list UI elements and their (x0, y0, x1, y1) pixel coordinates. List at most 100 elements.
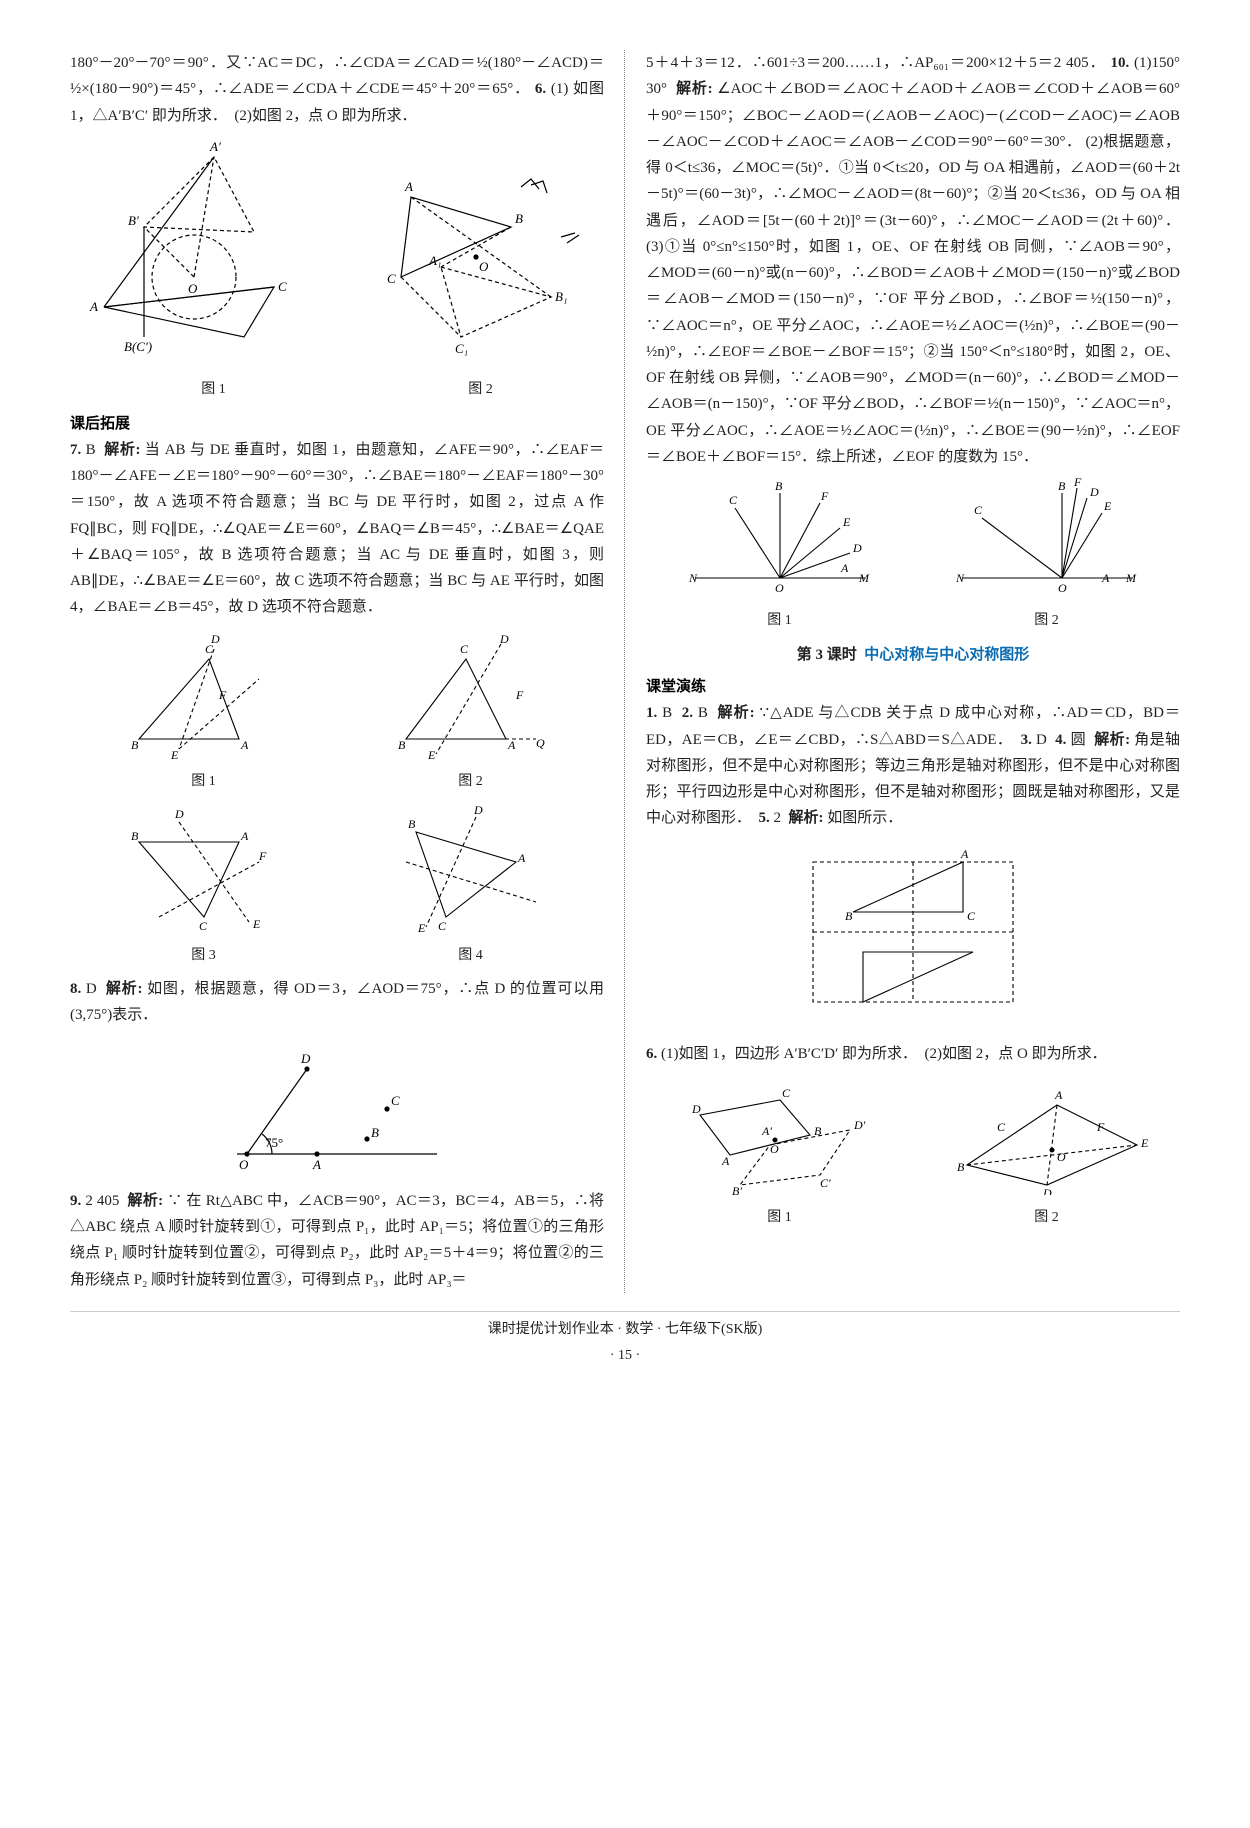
q6-fig2-svg: A C B A₁ B₁ C₁ O (371, 157, 591, 367)
q6b-text: (1)如图 1，四边形 A′B′C′D′ 即为所求． (2)如图 2，点 O 即… (661, 1046, 1107, 1062)
svg-text:A: A (240, 829, 249, 843)
q7-fig3: BA CD EF 图 3 (119, 802, 289, 968)
svg-text:D: D (1089, 485, 1099, 499)
svg-text:F: F (1073, 478, 1082, 489)
q8-answer: D (86, 981, 97, 997)
svg-text:A: A (1101, 571, 1110, 585)
svg-text:A: A (507, 738, 516, 752)
svg-text:M: M (1125, 571, 1137, 585)
svg-text:A: A (89, 299, 98, 314)
svg-text:C: C (460, 642, 469, 656)
column-separator (624, 50, 626, 1293)
svg-text:B: B (515, 211, 523, 226)
q9-answer: 2 405 (85, 1193, 119, 1209)
q7-answer: B (86, 442, 96, 458)
q7-label: 7. (70, 442, 81, 458)
q9-paragraph: 9. 2 405 解析: ∵ 在 Rt△ABC 中，∠ACB＝90°，AC＝3，… (70, 1188, 604, 1293)
q6-fig1-caption: 图 1 (84, 378, 344, 403)
svg-text:B: B (408, 817, 416, 831)
svg-text:E: E (170, 748, 179, 759)
q9-continuation: 5＋4＋3＝12．∴601÷3＝200……1，∴AP₆₀₁＝200×12＋5＝2… (646, 50, 1180, 470)
svg-text:D: D (691, 1102, 701, 1116)
svg-text:N: N (955, 571, 965, 585)
svg-text:E: E (1103, 499, 1112, 513)
q5-text: 如图所示． (827, 810, 902, 826)
intro-text: 180°－20°－70°＝90°．又∵AC＝DC，∴∠CDA＝∠CAD＝½(18… (70, 55, 604, 97)
svg-text:B′: B′ (732, 1184, 742, 1195)
svg-text:E: E (417, 921, 426, 932)
svg-text:E: E (252, 917, 261, 931)
q10-figures: NO MA BC FE D 图 1 (646, 478, 1180, 634)
svg-text:M: M (858, 571, 870, 585)
q3-answer: D (1036, 732, 1047, 748)
q8-paragraph: 8. D 解析: 如图，根据题意，得 OD＝3，∠AOD＝75°，∴点 D 的位… (70, 976, 604, 1029)
svg-text:D: D (300, 1051, 311, 1066)
q7-figures-row1: BA CD EF 图 1 BA CD (70, 629, 604, 795)
q6b-fig1-cap: 图 1 (670, 1206, 890, 1231)
svg-text:C: C (997, 1120, 1006, 1134)
q10-fig2-cap: 图 2 (942, 609, 1152, 634)
q5-label: 5. (759, 810, 770, 826)
q9-cont-text: 5＋4＋3＝12．∴601÷3＝200……1，∴AP₆₀₁＝200×12＋5＝2… (646, 55, 1106, 71)
q6b-paragraph: 6. (1)如图 1，四边形 A′B′C′D′ 即为所求． (2)如图 2，点 … (646, 1041, 1180, 1067)
svg-text:D: D (852, 541, 862, 555)
q7-fig4: B A C D E 图 4 (386, 802, 556, 968)
q7-fig4-cap: 图 4 (386, 944, 556, 969)
svg-text:C: C (438, 919, 447, 932)
footer-book-title: 课时提优计划作业本 · 数学 · 七年级下(SK版) (488, 1322, 763, 1337)
svg-text:E: E (1140, 1136, 1149, 1150)
q2-answer: B (698, 705, 708, 721)
q2-label: 2. (682, 705, 693, 721)
svg-text:C₁: C₁ (455, 341, 468, 356)
q6b-figures: DC BA O D′C′ B′A′ 图 1 (646, 1075, 1180, 1231)
svg-text:B: B (775, 479, 783, 493)
svg-text:N: N (688, 571, 698, 585)
svg-text:B(C′): B(C′) (124, 339, 152, 354)
q4-analysis-label: 解析: (1094, 732, 1130, 748)
svg-text:C: C (782, 1086, 791, 1100)
q3-label: 3. (1021, 732, 1032, 748)
svg-text:O: O (479, 259, 489, 274)
svg-text:D: D (174, 807, 184, 821)
svg-text:C: C (391, 1093, 400, 1108)
svg-text:D: D (1042, 1186, 1052, 1195)
svg-text:F: F (258, 849, 267, 863)
svg-text:B: B (398, 738, 406, 752)
two-column-layout: 180°－20°－70°＝90°．又∵AC＝DC，∴∠CDA＝∠CAD＝½(18… (70, 50, 1180, 1293)
q6b-label: 6. (646, 1046, 657, 1062)
svg-text:B: B (371, 1125, 379, 1140)
lesson-3-title: 第 3 课时 中心对称与中心对称图形 (646, 642, 1180, 668)
svg-text:A: A (960, 847, 969, 861)
q7-figures-row2: BA CD EF 图 3 BA CD (70, 802, 604, 968)
svg-text:A′: A′ (761, 1124, 772, 1138)
page-footer: 课时提优计划作业本 · 数学 · 七年级下(SK版) · 15 · (70, 1311, 1180, 1369)
svg-text:B: B (131, 738, 139, 752)
q10-text3: (3)①当 0°≤n°≤150°时，如图 1，OE、OF 在射线 OB 同侧，∵… (646, 239, 1180, 465)
q7-text: 当 AB 与 DE 垂直时，如图 1，由题意知，∠AFE＝90°，∴∠EAF＝1… (70, 442, 604, 616)
q10-fig1: NO MA BC FE D 图 1 (675, 478, 885, 634)
q7-fig1-cap: 图 1 (119, 770, 289, 795)
right-column: 5＋4＋3＝12．∴601÷3＝200……1，∴AP₆₀₁＝200×12＋5＝2… (646, 50, 1180, 1293)
q6-label: 6. (535, 81, 546, 97)
svg-text:O: O (1058, 581, 1067, 595)
q6b-fig2-cap: 图 2 (937, 1206, 1157, 1231)
svg-text:C: C (278, 279, 287, 294)
q1-answer: B (662, 705, 672, 721)
lesson3-prefix: 第 3 课时 (797, 647, 857, 663)
svg-text:A: A (517, 851, 526, 865)
section-khtz: 课后拓展 (70, 411, 604, 437)
svg-text:A: A (404, 179, 413, 194)
q10-fig2: NO MA BC FE D 图 2 (942, 478, 1152, 634)
svg-text:B′: B′ (128, 213, 139, 228)
q7-fig3-cap: 图 3 (119, 944, 289, 969)
q8-analysis-label: 解析: (106, 981, 143, 997)
svg-text:D: D (473, 803, 483, 817)
svg-text:D: D (499, 632, 509, 646)
svg-text:Q: Q (536, 736, 545, 750)
svg-text:E: E (427, 748, 436, 759)
q6-fig1-svg: A′ B′ A O B(C′) C (84, 137, 344, 367)
q7-paragraph: 7. B 解析: 当 AB 与 DE 垂直时，如图 1，由题意知，∠AFE＝90… (70, 437, 604, 621)
q6-figures: A′ B′ A O B(C′) C 图 1 (70, 137, 604, 403)
q9-label: 9. (70, 1193, 81, 1209)
q7-fig2-cap: 图 2 (386, 770, 556, 795)
